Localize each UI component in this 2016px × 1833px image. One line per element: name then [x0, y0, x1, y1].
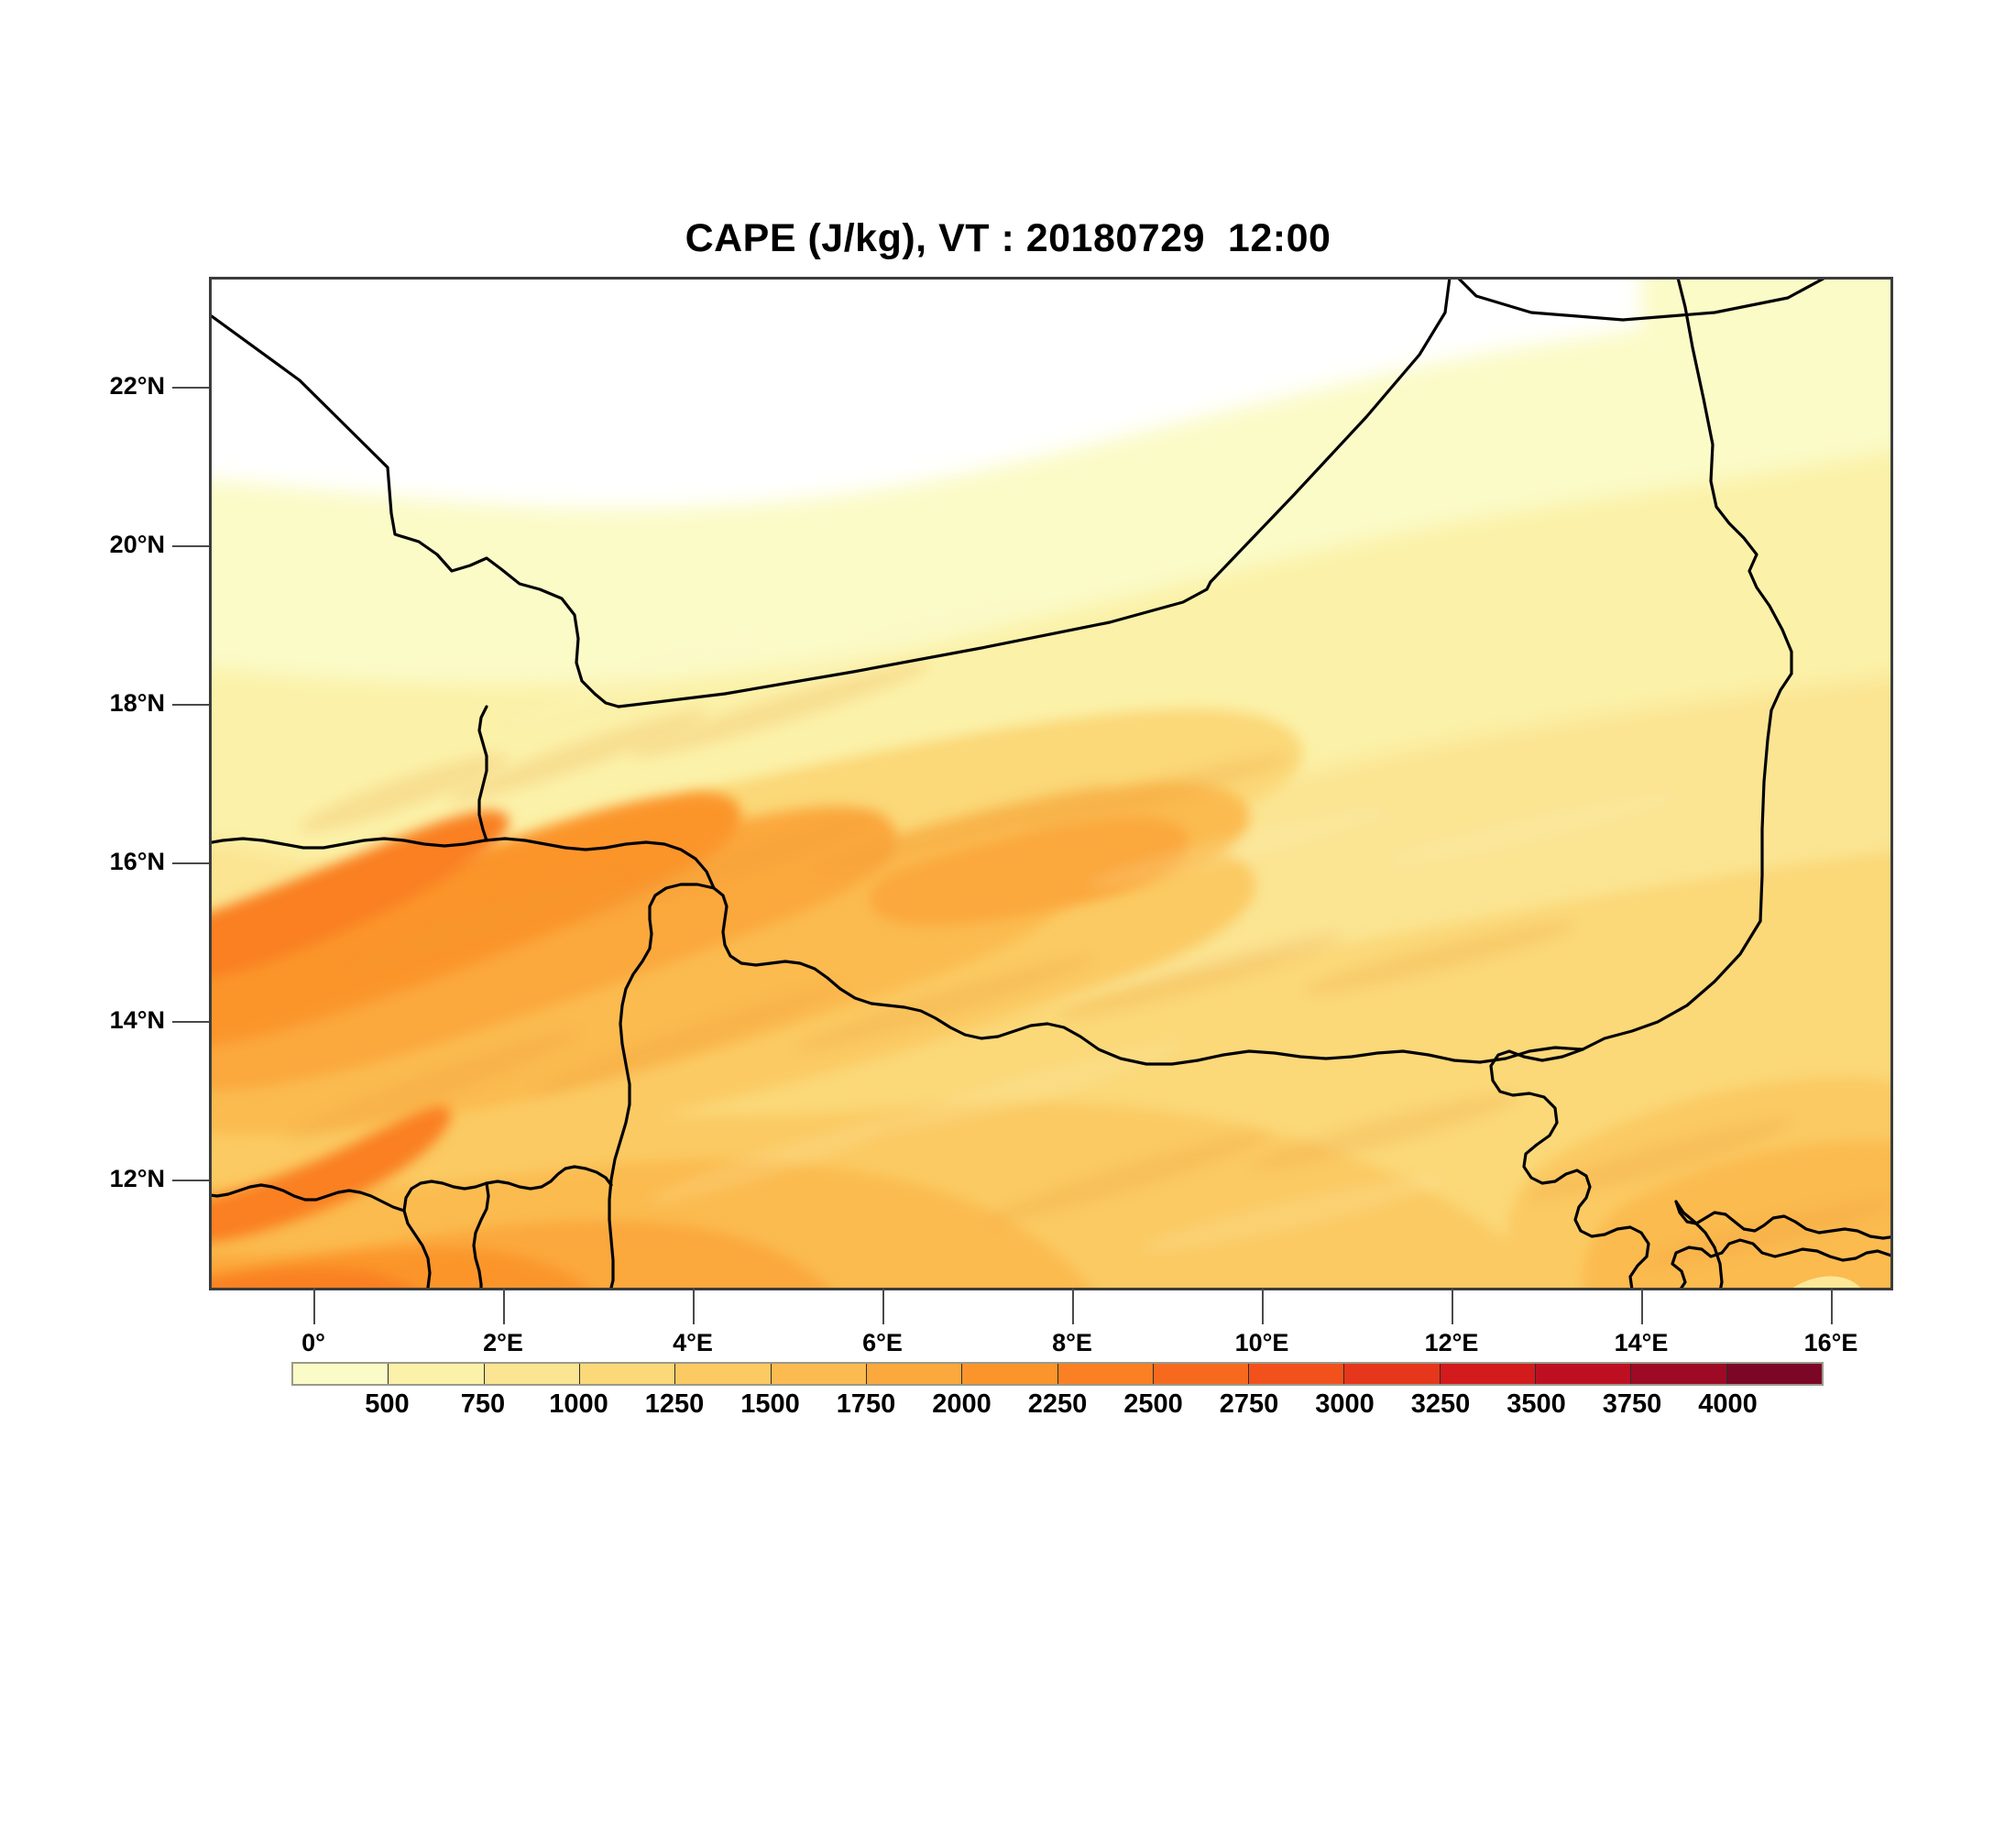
xtick-label-6E: 6°E — [862, 1329, 903, 1356]
colorbar-cell-3 — [579, 1364, 676, 1384]
cape-field-map — [212, 280, 1890, 1288]
colorbar-cell-14 — [1631, 1364, 1727, 1384]
xtick-line-14E — [1641, 1288, 1643, 1324]
xtick-label-4E: 4°E — [673, 1329, 713, 1356]
ytick-label-20N: 20°N — [109, 531, 165, 558]
colorbar-cell-4 — [675, 1364, 772, 1384]
colorbar-label-3000: 3000 — [1315, 1389, 1375, 1419]
colorbar-cell-10 — [1249, 1364, 1345, 1384]
colorbar-label-500: 500 — [365, 1389, 410, 1419]
colorbar-label-2500: 2500 — [1123, 1389, 1183, 1419]
xtick-label-10E: 10°E — [1234, 1329, 1289, 1356]
xtick-label-16E: 16°E — [1803, 1329, 1858, 1356]
map-plot-area[interactable] — [209, 277, 1893, 1290]
colorbar-cell-15 — [1726, 1364, 1822, 1384]
ytick-line-18N — [172, 704, 209, 706]
colorbar-label-4000: 4000 — [1698, 1389, 1758, 1419]
colorbar[interactable] — [291, 1362, 1824, 1386]
ytick-line-14N — [172, 1021, 209, 1023]
ytick-line-16N — [172, 862, 209, 864]
colorbar-cell-12 — [1440, 1364, 1537, 1384]
xtick-line-12E — [1452, 1288, 1453, 1324]
colorbar-cell-5 — [771, 1364, 867, 1384]
colorbar-label-1500: 1500 — [740, 1389, 800, 1419]
ytick-label-12N: 12°N — [109, 1165, 165, 1192]
colorbar-label-3500: 3500 — [1507, 1389, 1566, 1419]
xtick-line-4E — [693, 1288, 695, 1324]
ytick-label-18N: 18°N — [109, 689, 165, 717]
xtick-label-8E: 8°E — [1052, 1329, 1092, 1356]
xtick-line-0 — [313, 1288, 315, 1324]
colorbar-label-2250: 2250 — [1027, 1389, 1088, 1419]
xtick-label-0: 0° — [301, 1329, 325, 1356]
xtick-line-10E — [1262, 1288, 1264, 1324]
colorbar-cell-0 — [293, 1364, 389, 1384]
colorbar-label-3250: 3250 — [1410, 1389, 1471, 1419]
xtick-line-2E — [503, 1288, 505, 1324]
ytick-label-14N: 14°N — [109, 1006, 165, 1034]
colorbar-cell-13 — [1536, 1364, 1632, 1384]
ytick-label-16N: 16°N — [109, 848, 165, 875]
colorbar-cell-11 — [1344, 1364, 1441, 1384]
xtick-label-14E: 14°E — [1614, 1329, 1669, 1356]
colorbar-cell-2 — [484, 1364, 580, 1384]
colorbar-label-2000: 2000 — [932, 1389, 992, 1419]
ytick-line-22N — [172, 387, 209, 389]
ytick-line-20N — [172, 545, 209, 547]
chart-title: CAPE (J/kg), VT : 20180729 12:00 — [685, 216, 1331, 260]
ytick-line-12N — [172, 1180, 209, 1181]
colorbar-cell-7 — [962, 1364, 1058, 1384]
colorbar-label-1750: 1750 — [836, 1389, 896, 1419]
colorbar-cell-8 — [1057, 1364, 1154, 1384]
colorbar-label-2750: 2750 — [1219, 1389, 1279, 1419]
colorbar-cell-1 — [389, 1364, 485, 1384]
xtick-line-16E — [1831, 1288, 1833, 1324]
colorbar-label-750: 750 — [460, 1389, 506, 1419]
colorbar-cell-6 — [866, 1364, 963, 1384]
colorbar-gradient — [291, 1362, 1824, 1386]
xtick-label-12E: 12°E — [1424, 1329, 1479, 1356]
xtick-line-8E — [1072, 1288, 1074, 1324]
colorbar-label-1250: 1250 — [644, 1389, 705, 1419]
xtick-label-2E: 2°E — [483, 1329, 523, 1356]
ytick-label-22N: 22°N — [109, 372, 165, 400]
colorbar-cell-9 — [1153, 1364, 1250, 1384]
colorbar-label-1000: 1000 — [549, 1389, 608, 1419]
colorbar-label-3750: 3750 — [1602, 1389, 1662, 1419]
xtick-line-6E — [882, 1288, 884, 1324]
